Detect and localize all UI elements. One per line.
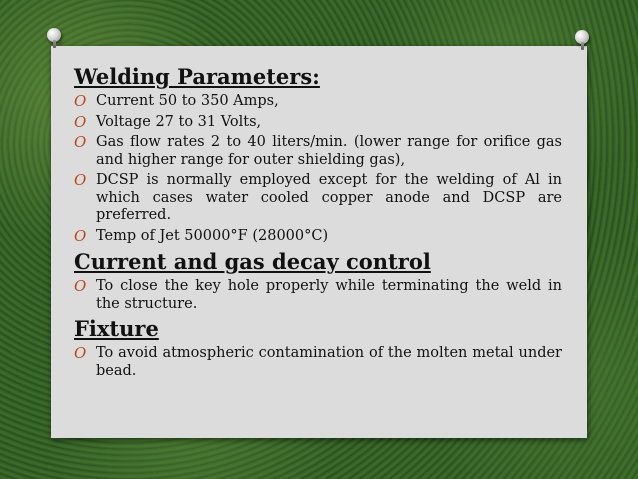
bullet-marker-icon: O <box>74 226 87 245</box>
bullet-marker-icon: O <box>74 171 87 189</box>
bullet-marker-icon: O <box>74 277 87 295</box>
section-heading-welding-parameters: Welding Parameters: <box>74 64 320 89</box>
list-item: O To close the key hole properly while te… <box>74 277 562 312</box>
list-item: O Temp of Jet 50000°F (28000°C) <box>74 226 329 245</box>
list-item: O DCSP is normally employed except for th… <box>74 171 562 223</box>
list-item: O To avoid atmospheric contamination of t… <box>74 344 562 379</box>
pushpin-icon <box>575 30 589 50</box>
list-item: O Current 50 to 350 Amps, <box>74 92 279 110</box>
section-heading-fixture: Fixture <box>74 316 159 341</box>
bullet-list: O To close the key hole properly while te… <box>74 277 562 313</box>
slide-content: Welding Parameters: O Current 50 to 350 A… <box>74 64 562 383</box>
content-card <box>51 46 587 438</box>
pushpin-icon <box>47 28 61 48</box>
bullet-list: O To avoid atmospheric contamination of t… <box>74 344 562 380</box>
bullet-list: O Current 50 to 350 Amps, O Voltage 27 to … <box>74 92 562 245</box>
bullet-marker-icon: O <box>74 344 87 362</box>
section-heading-current-gas-decay: Current and gas decay control <box>74 249 431 274</box>
bullet-marker-icon: O <box>74 133 87 151</box>
bullet-marker-icon: O <box>74 92 87 110</box>
bullet-marker-icon: O <box>74 112 87 131</box>
list-item: O Gas flow rates 2 to 40 liters/min. (low… <box>74 133 562 168</box>
list-item: O Voltage 27 to 31 Volts, <box>74 112 262 131</box>
